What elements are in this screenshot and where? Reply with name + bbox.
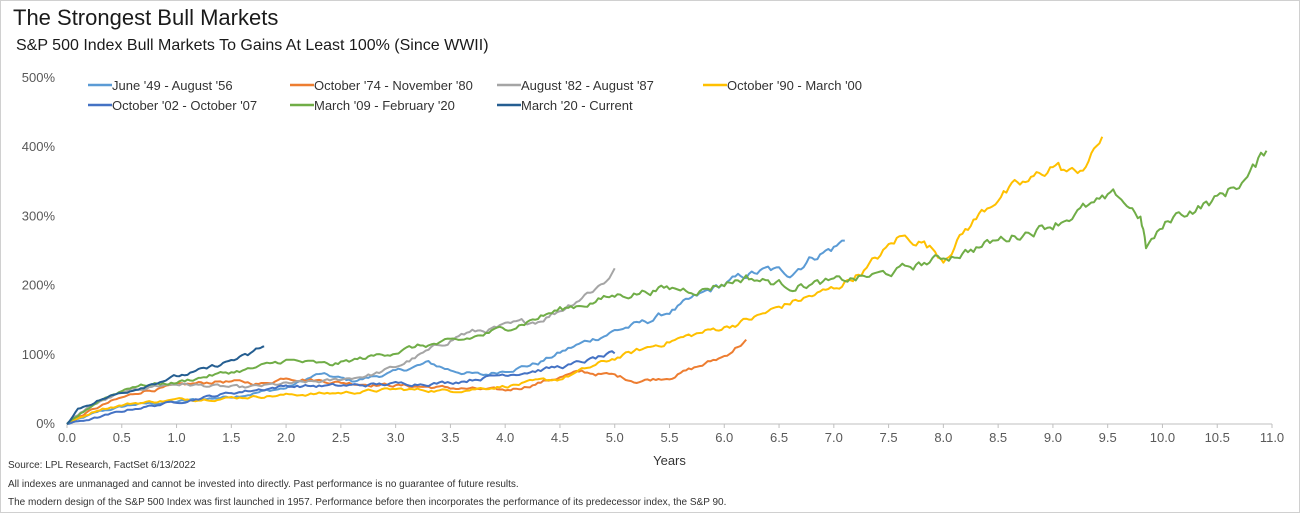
x-tick-label: 6.0 <box>715 430 733 445</box>
x-tick-label: 5.5 <box>660 430 678 445</box>
y-tick-label: 300% <box>22 208 56 223</box>
x-tick-label: 8.5 <box>989 430 1007 445</box>
legend-label: August '82 - August '87 <box>521 78 654 93</box>
legend-label: October '02 - October '07 <box>112 98 257 113</box>
x-tick-label: 3.5 <box>441 430 459 445</box>
y-tick-label: 0% <box>36 416 55 431</box>
x-tick-label: 11.0 <box>1260 430 1284 445</box>
legend-label: June '49 - August '56 <box>112 78 233 93</box>
series-line <box>66 239 845 425</box>
x-axis-title: Years <box>653 453 686 468</box>
x-tick-label: 0.5 <box>113 430 131 445</box>
series-line <box>66 345 265 425</box>
y-tick-label: 400% <box>22 139 56 154</box>
x-tick-label: 7.5 <box>880 430 898 445</box>
legend-label: October '74 - November '80 <box>314 78 473 93</box>
x-tick-label: 9.0 <box>1044 430 1062 445</box>
disclaimer-note: All indexes are unmanaged and cannot be … <box>8 479 519 490</box>
x-tick-label: 2.0 <box>277 430 295 445</box>
chart-subtitle: S&P 500 Index Bull Markets To Gains At L… <box>16 37 489 54</box>
x-tick-label: 1.5 <box>222 430 240 445</box>
x-tick-label: 4.5 <box>551 430 569 445</box>
x-tick-label: 4.0 <box>496 430 514 445</box>
x-tick-label: 7.0 <box>825 430 843 445</box>
x-tick-label: 9.5 <box>1099 430 1117 445</box>
source-note: Source: LPL Research, FactSet 6/13/2022 <box>8 460 196 471</box>
legend-label: March '20 - Current <box>521 98 633 113</box>
x-tick-label: 6.5 <box>770 430 788 445</box>
chart-title: The Strongest Bull Markets <box>13 5 279 30</box>
series-line <box>66 350 616 425</box>
y-tick-label: 200% <box>22 278 56 293</box>
x-tick-label: 5.0 <box>606 430 624 445</box>
series-line <box>66 338 747 425</box>
y-tick-label: 100% <box>22 347 56 362</box>
series-line <box>66 136 1104 425</box>
y-tick-label: 500% <box>22 70 56 85</box>
x-tick-label: 3.0 <box>387 430 405 445</box>
x-tick-label: 10.0 <box>1150 430 1175 445</box>
series-line <box>66 267 616 425</box>
x-tick-label: 0.0 <box>58 430 76 445</box>
legend-label: March '09 - February '20 <box>314 98 455 113</box>
series-line <box>66 150 1268 425</box>
x-tick-label: 1.0 <box>168 430 186 445</box>
legend-label: October '90 - March '00 <box>727 78 862 93</box>
design-note: The modern design of the S&P 500 Index w… <box>8 497 727 508</box>
x-tick-label: 2.5 <box>332 430 350 445</box>
x-tick-label: 8.0 <box>934 430 952 445</box>
x-tick-label: 10.5 <box>1205 430 1230 445</box>
